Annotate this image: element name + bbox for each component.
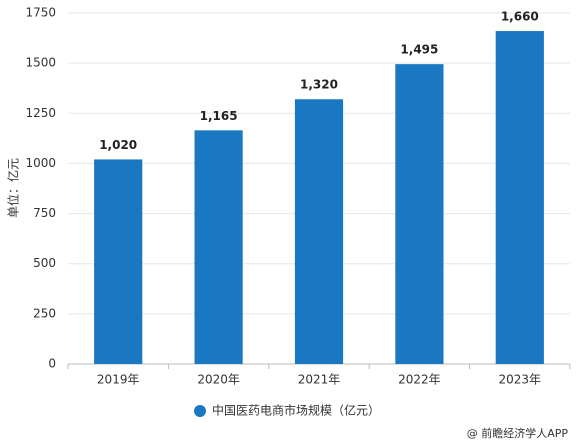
x-tick-label: 2019年 (97, 373, 140, 387)
legend-marker (194, 405, 206, 417)
y-tick-label: 750 (33, 206, 56, 220)
y-tick-label: 1500 (25, 56, 56, 70)
data-label: 1,320 (300, 78, 338, 92)
x-tick-label: 2022年 (398, 373, 441, 387)
data-label: 1,660 (501, 10, 539, 24)
data-label: 1,165 (200, 109, 238, 123)
source: @ 前瞻经济学人APP (467, 426, 569, 440)
bar (194, 130, 243, 364)
y-axis-label: 单位：亿元 (6, 158, 21, 218)
y-tick-label: 1250 (25, 106, 56, 120)
y-tick-label: 0 (48, 357, 56, 371)
y-tick-label: 250 (33, 306, 56, 320)
legend-label: 中国医药电商市场规模（亿元） (212, 403, 380, 418)
bar (395, 64, 444, 364)
x-tick-label: 2020年 (197, 373, 240, 387)
x-tick-label: 2023年 (499, 373, 542, 387)
bar (495, 31, 544, 365)
bar (94, 159, 143, 364)
y-tick-label: 1000 (25, 156, 56, 170)
data-label: 1,495 (400, 43, 438, 57)
bar (294, 99, 344, 364)
data-label: 1,020 (99, 138, 137, 152)
y-tick-label: 1750 (25, 6, 56, 20)
y-tick-label: 500 (33, 256, 56, 270)
x-tick-label: 2021年 (298, 373, 341, 387)
